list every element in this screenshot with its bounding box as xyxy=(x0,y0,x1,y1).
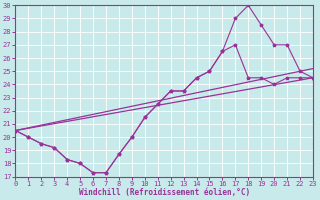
X-axis label: Windchill (Refroidissement éolien,°C): Windchill (Refroidissement éolien,°C) xyxy=(79,188,250,197)
